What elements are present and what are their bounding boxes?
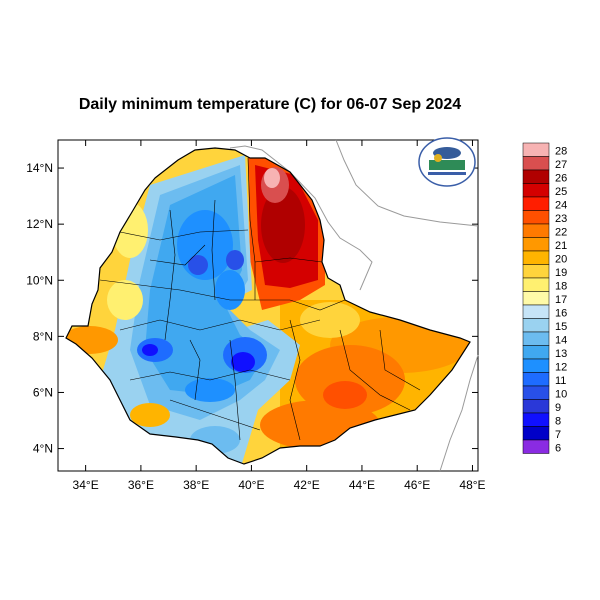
legend-swatch: [522, 412, 550, 427]
ethiopia-outline: [65, 147, 471, 465]
legend-label: 20: [555, 253, 567, 265]
y-tick-label: 6°N: [33, 385, 53, 399]
legend-swatch: [522, 277, 550, 292]
y-tick-label: 4°N: [33, 442, 53, 456]
x-tick-label: 36°E: [128, 478, 154, 492]
coastlines: [229, 139, 479, 472]
admin-boundaries: [99, 157, 421, 441]
legend-swatch: [522, 223, 550, 238]
legend-swatch: [522, 237, 550, 252]
legend-swatch: [522, 372, 550, 387]
legend-swatch: [522, 169, 550, 184]
ethiopian-meteorology-logo: [418, 137, 476, 187]
x-tick-label: 34°E: [73, 478, 99, 492]
legend-swatch: [522, 426, 550, 441]
legend-label: 12: [555, 361, 567, 373]
legend-label: 16: [555, 307, 567, 319]
x-tick-label: 40°E: [238, 478, 264, 492]
x-tick-label: 46°E: [404, 478, 430, 492]
legend-label: 21: [555, 240, 567, 252]
legend-label: 11: [555, 375, 566, 387]
legend-label: 18: [555, 280, 567, 292]
legend-swatch: [522, 439, 550, 454]
legend-label: 24: [555, 199, 567, 211]
legend-swatch: [522, 345, 550, 360]
legend-label: 6: [555, 442, 561, 454]
legend-swatch: [522, 304, 550, 319]
legend-label: 10: [555, 388, 567, 400]
legend-label: 14: [555, 334, 567, 346]
legend-label: 28: [555, 145, 567, 157]
legend-swatch: [522, 318, 550, 333]
x-tick-label: 38°E: [183, 478, 209, 492]
legend-swatch: [522, 210, 550, 225]
axis-ticks: 34°E 36°E 38°E 40°E 42°E 44°E 46°E 48°E 4°N 6°N 8°…: [26, 140, 486, 492]
y-tick-label: 8°N: [33, 329, 53, 343]
legend-label: 15: [555, 321, 567, 333]
legend-label: 13: [555, 348, 567, 360]
x-tick-label: 44°E: [349, 478, 375, 492]
legend-label: 23: [555, 213, 567, 225]
legend-swatch: [522, 183, 550, 198]
legend-label: 19: [555, 267, 567, 279]
x-tick-label: 48°E: [459, 478, 485, 492]
legend-swatch: [522, 156, 550, 171]
legend-label: 9: [555, 402, 561, 414]
legend-swatch: [522, 399, 550, 414]
legend-label: 7: [555, 429, 561, 441]
legend-swatch: [522, 142, 550, 157]
legend-label: 17: [555, 294, 567, 306]
legend-swatch: [522, 250, 550, 265]
legend-swatch: [522, 331, 550, 346]
legend-label: 26: [555, 172, 567, 184]
y-tick-label: 12°N: [26, 217, 53, 231]
map-title: Daily minimum temperature (C) for 06-07 …: [78, 96, 462, 113]
legend-label: 27: [555, 159, 567, 171]
legend-label: 22: [555, 226, 567, 238]
legend-swatch: [522, 358, 550, 373]
y-tick-label: 10°N: [26, 273, 53, 287]
legend-swatch: [522, 291, 550, 306]
legend-swatch: [522, 196, 550, 211]
legend-label: 8: [555, 415, 561, 427]
legend-swatch: [522, 264, 550, 279]
legend-swatch: [522, 385, 550, 400]
legend-label: 25: [555, 186, 567, 198]
y-tick-label: 14°N: [26, 161, 53, 175]
x-tick-label: 42°E: [294, 478, 320, 492]
